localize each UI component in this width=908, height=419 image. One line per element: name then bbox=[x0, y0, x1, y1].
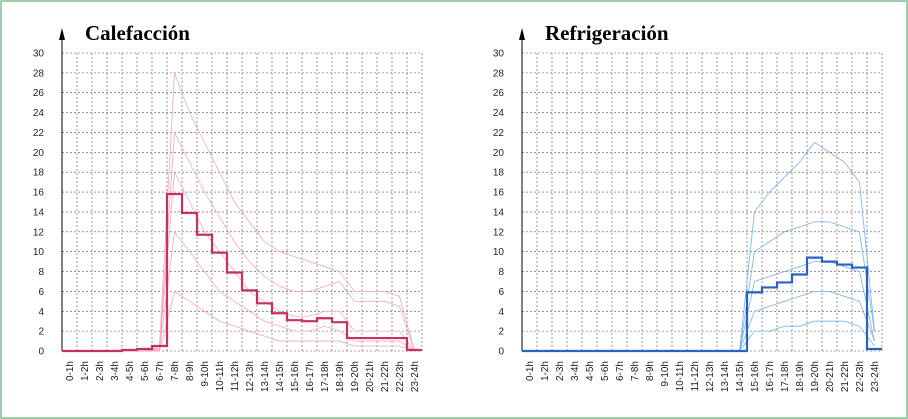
x-tick-label: 12-13h bbox=[245, 361, 256, 392]
x-tick-label: 23-24h bbox=[870, 361, 881, 392]
y-tick-label: 2 bbox=[38, 327, 44, 338]
x-tick-label: 18-19h bbox=[335, 361, 346, 392]
x-tick-label: 14-15h bbox=[275, 361, 286, 392]
y-tick-label: 30 bbox=[493, 49, 505, 60]
x-tick-label: 12-13h bbox=[705, 361, 716, 392]
y-tick-label: 14 bbox=[33, 207, 45, 218]
x-tick-label: 8-9h bbox=[645, 361, 656, 381]
y-tick-label: 2 bbox=[498, 327, 504, 338]
y-tick-label: 22 bbox=[33, 128, 45, 139]
x-tick-label: 4-5h bbox=[125, 361, 136, 381]
x-tick-label: 6-7h bbox=[155, 361, 166, 381]
x-tick-label: 15-16h bbox=[750, 361, 761, 392]
y-tick-label: 24 bbox=[493, 108, 505, 119]
x-tick-label: 5-6h bbox=[600, 361, 611, 381]
chart-title: Calefacción bbox=[85, 21, 190, 45]
x-tick-label: 19-20h bbox=[350, 361, 361, 392]
x-tick-label: 16-17h bbox=[305, 361, 316, 392]
y-tick-label: 8 bbox=[38, 267, 44, 278]
y-tick-label: 8 bbox=[498, 267, 504, 278]
y-tick-label: 18 bbox=[33, 168, 45, 179]
y-tick-label: 20 bbox=[493, 148, 505, 159]
x-tick-label: 10-11h bbox=[675, 361, 686, 391]
x-tick-label: 1-2h bbox=[80, 361, 91, 381]
x-tick-label: 5-6h bbox=[140, 361, 151, 381]
y-tick-label: 10 bbox=[33, 247, 45, 258]
x-tick-label: 11-12h bbox=[230, 361, 241, 391]
x-tick-label: 20-21h bbox=[825, 361, 836, 392]
y-tick-label: 30 bbox=[33, 49, 45, 60]
x-tick-label: 16-17h bbox=[765, 361, 776, 392]
x-tick-label: 10-11h bbox=[215, 361, 226, 391]
y-tick-label: 14 bbox=[493, 207, 505, 218]
y-tick-label: 28 bbox=[33, 68, 45, 79]
x-tick-label: 1-2h bbox=[540, 361, 551, 381]
y-tick-label: 24 bbox=[33, 108, 45, 119]
x-tick-label: 23-24h bbox=[410, 361, 421, 392]
y-tick-label: 16 bbox=[33, 188, 45, 199]
y-tick-label: 18 bbox=[493, 168, 505, 179]
y-tick-label: 4 bbox=[498, 307, 504, 318]
y-tick-label: 4 bbox=[38, 307, 44, 318]
y-tick-label: 26 bbox=[33, 88, 45, 99]
y-tick-label: 6 bbox=[498, 287, 504, 298]
average-line bbox=[522, 256, 882, 353]
x-tick-label: 0-1h bbox=[525, 361, 536, 381]
x-tick-label: 9-10h bbox=[660, 361, 671, 387]
x-tick-label: 17-18h bbox=[320, 361, 331, 392]
y-tick-label: 6 bbox=[38, 287, 44, 298]
x-tick-label: 0-1h bbox=[65, 361, 76, 381]
y-tick-label: 12 bbox=[493, 227, 505, 238]
x-tick-label: 14-15h bbox=[735, 361, 746, 392]
x-tick-label: 9-10h bbox=[200, 361, 211, 387]
x-tick-label: 19-20h bbox=[810, 361, 821, 392]
y-tick-label: 0 bbox=[498, 347, 504, 358]
axis-arrow bbox=[59, 28, 65, 40]
x-tick-label: 15-16h bbox=[290, 361, 301, 392]
y-tick-label: 26 bbox=[493, 88, 505, 99]
x-tick-label: 22-23h bbox=[855, 361, 866, 392]
x-tick-label: 17-18h bbox=[780, 361, 791, 392]
axis-arrow bbox=[519, 28, 525, 40]
y-tick-label: 0 bbox=[38, 347, 44, 358]
x-tick-label: 20-21h bbox=[365, 361, 376, 392]
x-tick-label: 8-9h bbox=[185, 361, 196, 381]
y-tick-label: 22 bbox=[493, 128, 505, 139]
x-tick-label: 6-7h bbox=[615, 361, 626, 381]
x-tick-label: 3-4h bbox=[110, 361, 121, 381]
average-line bbox=[62, 192, 422, 353]
x-tick-label: 21-22h bbox=[840, 361, 851, 392]
x-tick-label: 7-8h bbox=[170, 361, 181, 381]
x-tick-label: 3-4h bbox=[570, 361, 581, 381]
x-tick-label: 2-3h bbox=[555, 361, 566, 381]
x-tick-label: 4-5h bbox=[585, 361, 596, 381]
chart-title: Refrigeración bbox=[545, 21, 669, 45]
x-tick-label: 13-14h bbox=[260, 361, 271, 392]
x-tick-label: 11-12h bbox=[690, 361, 701, 391]
y-tick-label: 10 bbox=[493, 247, 505, 258]
y-tick-label: 12 bbox=[33, 227, 45, 238]
x-tick-label: 2-3h bbox=[95, 361, 106, 381]
x-tick-label: 22-23h bbox=[395, 361, 406, 392]
x-tick-label: 18-19h bbox=[795, 361, 806, 392]
x-tick-label: 21-22h bbox=[380, 361, 391, 392]
y-tick-label: 16 bbox=[493, 188, 505, 199]
y-tick-label: 20 bbox=[33, 148, 45, 159]
y-tick-label: 28 bbox=[493, 68, 505, 79]
x-tick-label: 7-8h bbox=[630, 361, 641, 381]
x-tick-label: 13-14h bbox=[720, 361, 731, 392]
